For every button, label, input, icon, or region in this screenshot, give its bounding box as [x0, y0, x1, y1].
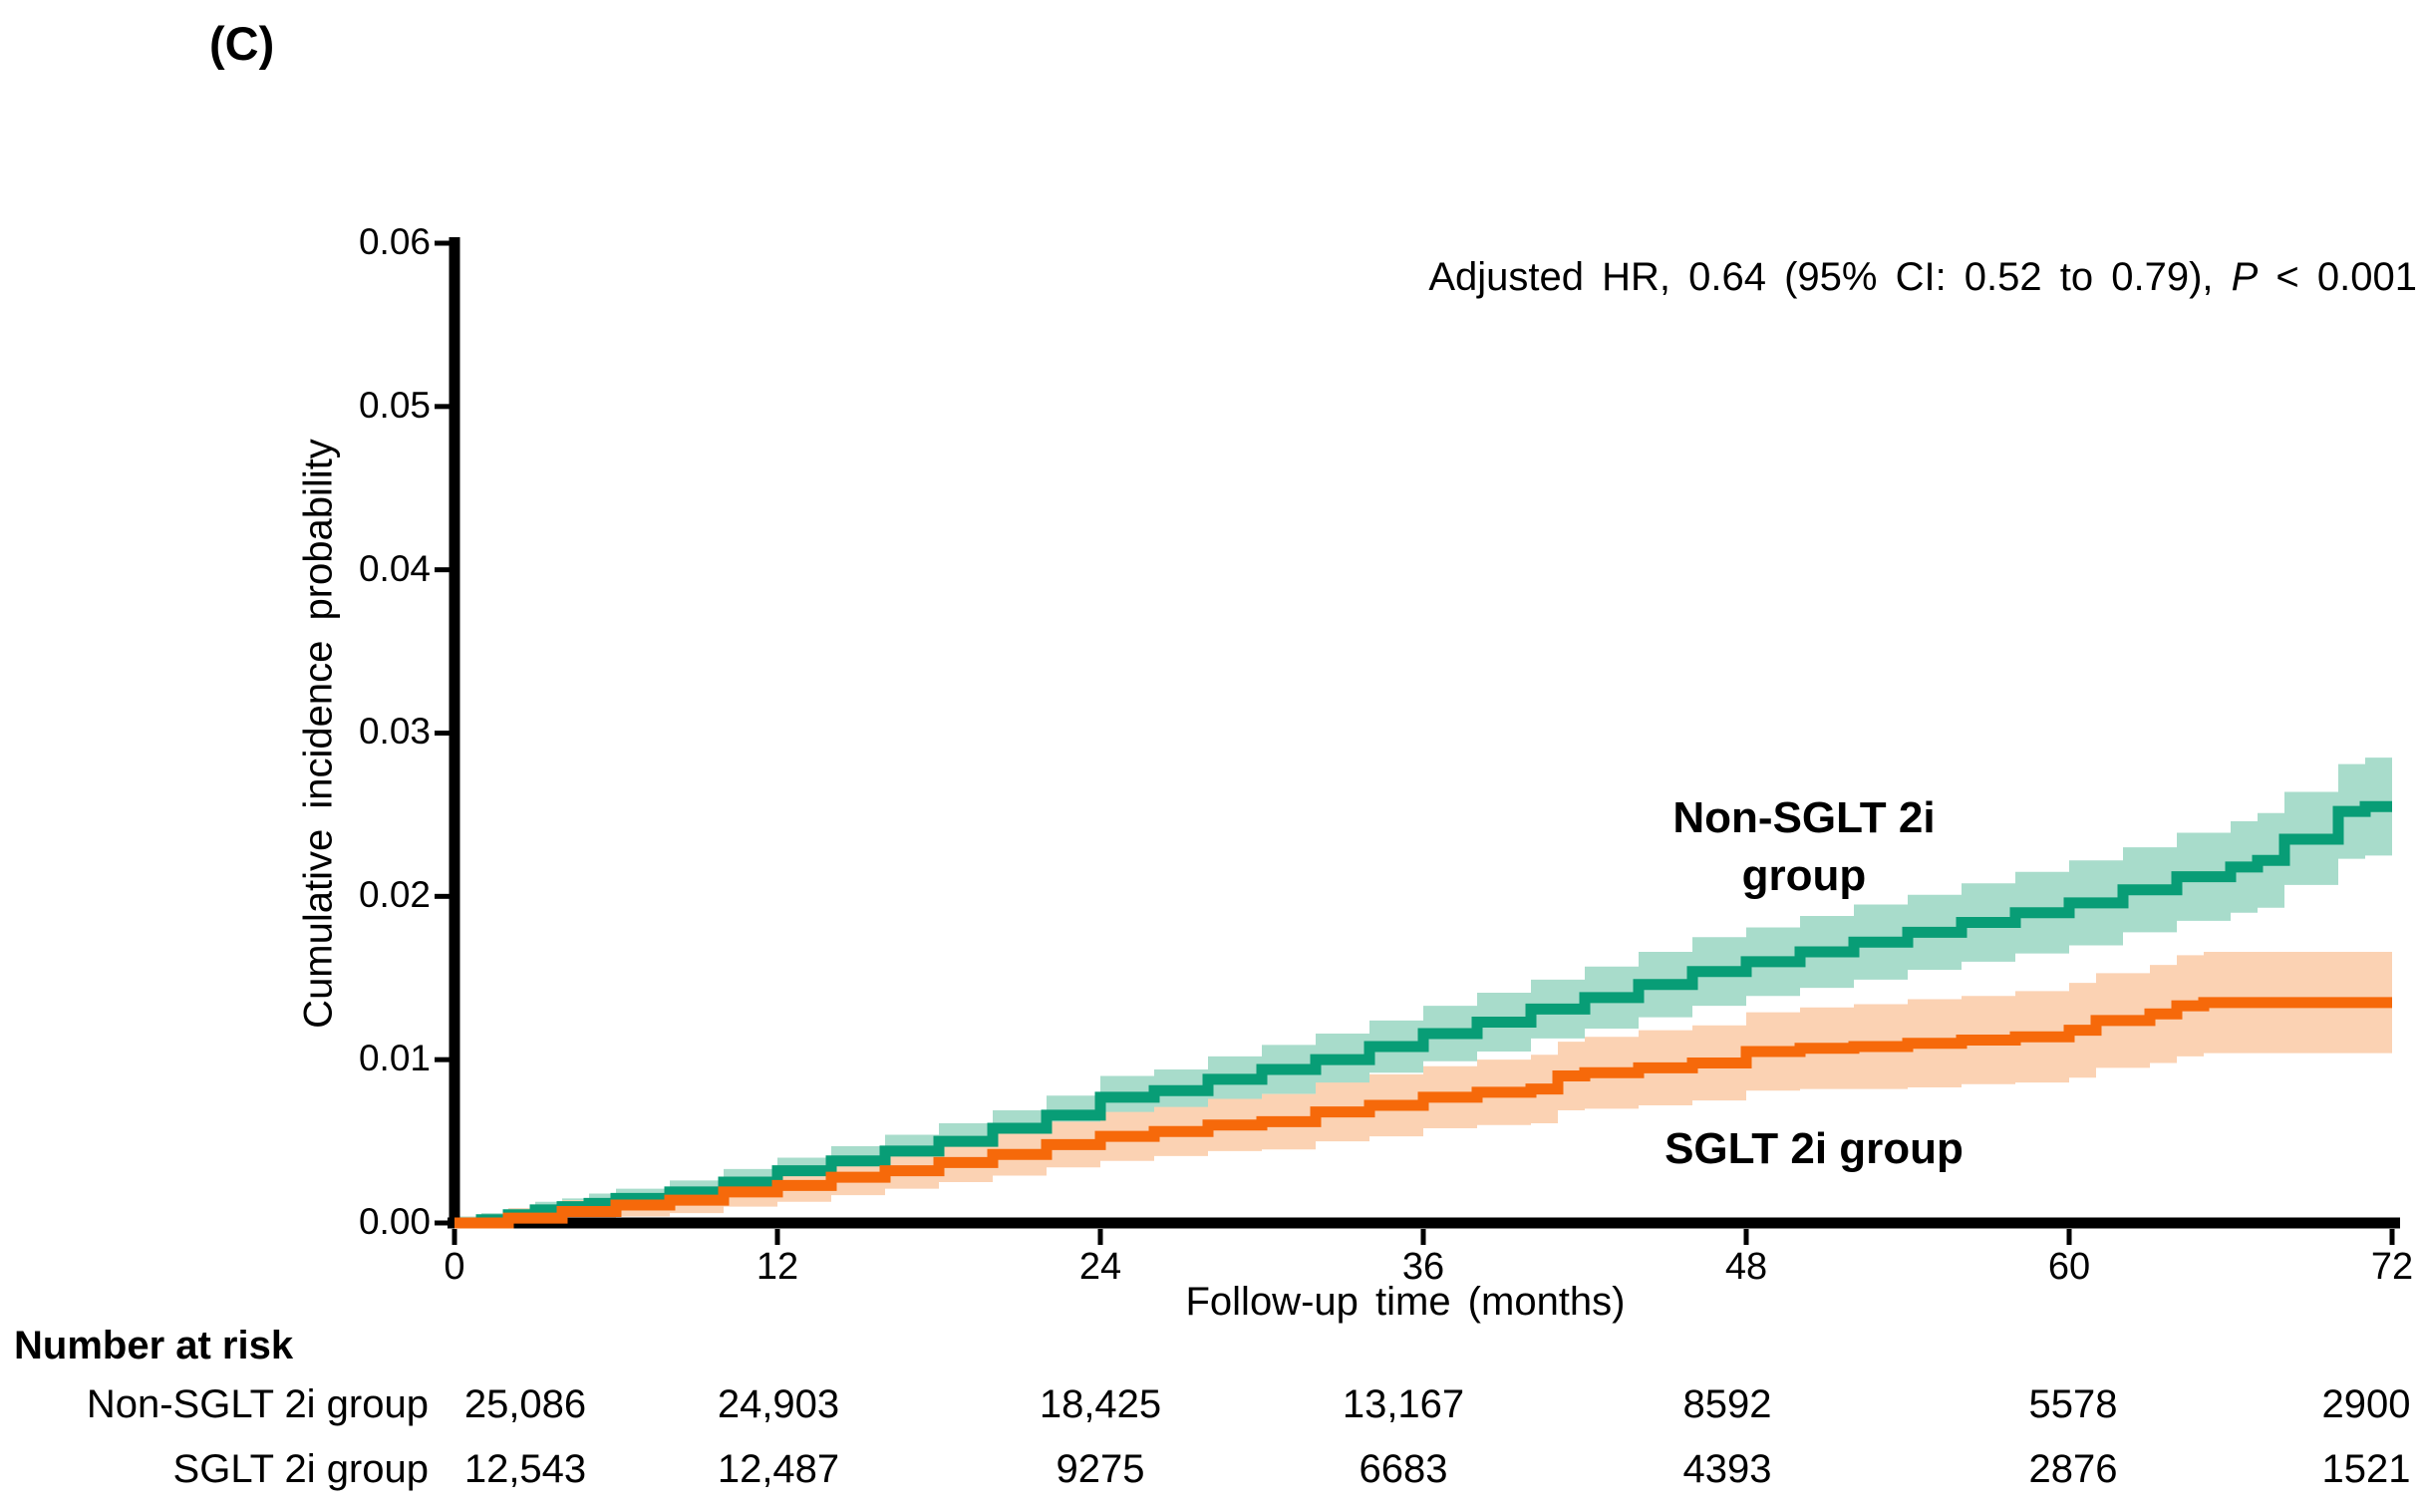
risk-value: 13,167 — [1342, 1382, 1465, 1426]
series-label-non-sglt2i: Non-SGLT 2i group — [1550, 789, 2058, 905]
risk-table-title: Number at risk — [14, 1324, 294, 1367]
hazard-ratio-annotation: Adjusted HR, 0.64 (95% CI: 0.52 to 0.79)… — [1196, 255, 2417, 300]
x-tick-label-24: 24 — [1078, 1246, 1122, 1288]
panel-label: (C) — [209, 17, 275, 70]
risk-value: 12,487 — [717, 1447, 840, 1491]
y-tick-label-000: 0.00 — [358, 1201, 431, 1242]
y-tick-label-004: 0.04 — [358, 548, 431, 589]
y-tick-label-003: 0.03 — [358, 711, 431, 752]
x-tick-label-12: 12 — [756, 1246, 799, 1288]
y-tick-label-006: 0.06 — [358, 221, 431, 262]
risk-value: 2900 — [2321, 1382, 2411, 1426]
risk-value: 5578 — [2028, 1382, 2118, 1426]
risk-value: 9275 — [1056, 1447, 1145, 1491]
risk-value: 18,425 — [1039, 1382, 1162, 1426]
risk-value: 6683 — [1359, 1447, 1448, 1491]
risk-value: 24,903 — [717, 1382, 840, 1426]
x-tick-label-60: 60 — [2047, 1246, 2091, 1288]
y-tick-label-001: 0.01 — [358, 1038, 431, 1078]
x-tick-label-72: 72 — [2370, 1246, 2414, 1288]
risk-value: 1521 — [2321, 1447, 2411, 1491]
x-tick-label-36: 36 — [1401, 1246, 1445, 1288]
risk-value: 2876 — [2028, 1447, 2118, 1491]
risk-row-label-sglt2i: SGLT 2i group — [172, 1447, 429, 1491]
annotation-suffix: < 0.001 — [2258, 255, 2417, 299]
risk-value: 25,086 — [463, 1382, 587, 1426]
risk-value: 12,543 — [463, 1447, 587, 1491]
annotation-p-symbol: P — [2231, 255, 2259, 299]
series-label-non-sglt2i-line2: group — [1741, 851, 1867, 900]
annotation-prefix: Adjusted HR, 0.64 (95% CI: 0.52 to 0.79)… — [1428, 255, 2232, 299]
series-label-sglt2i: SGLT 2i group — [1665, 1124, 1964, 1173]
x-tick-label-48: 48 — [1724, 1246, 1768, 1288]
risk-value: 8592 — [1682, 1382, 1772, 1426]
risk-row-label-non-sglt2i: Non-SGLT 2i group — [86, 1382, 429, 1426]
series-label-non-sglt2i-line1: Non-SGLT 2i — [1672, 793, 1936, 842]
y-tick-label-005: 0.05 — [358, 385, 431, 426]
risk-value: 4393 — [1682, 1447, 1772, 1491]
x-axis-title: Follow-up time (months) — [1185, 1280, 1626, 1324]
x-tick-label-0: 0 — [444, 1246, 465, 1288]
y-tick-label-002: 0.02 — [358, 874, 431, 915]
